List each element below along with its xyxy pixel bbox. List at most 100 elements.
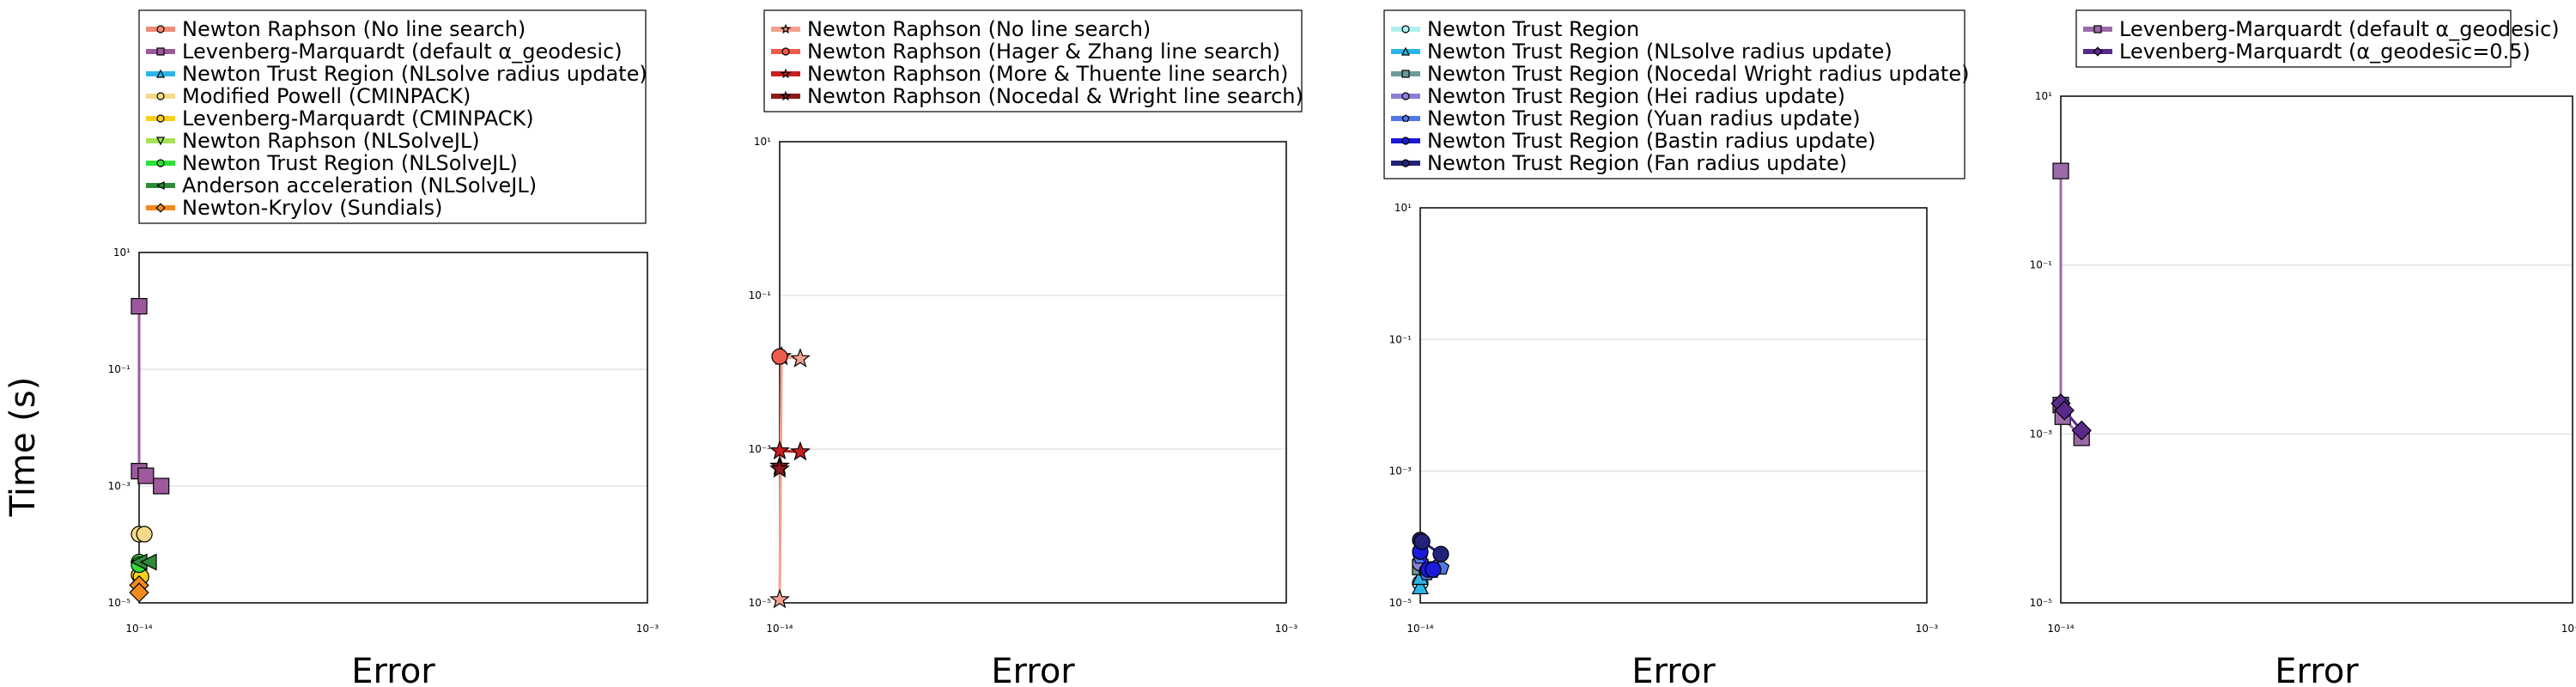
panel-2: 10⁻⁵ 10⁻³ 10⁻¹ 10¹ 10⁻¹⁴ 10⁻³ Error Newton Raph… [749, 9, 1303, 687]
legend-box [763, 9, 1303, 112]
legend-box [2075, 9, 2512, 68]
legend-marker [156, 25, 165, 33]
x-tick-label: 10⁻³ [1275, 623, 1298, 635]
data-point [136, 526, 153, 543]
series-line [137, 306, 162, 488]
y-tick-label: 10⁻⁵ [1389, 597, 1413, 609]
legend-label: Anderson acceleration (NLSolveJL) [182, 173, 537, 198]
x-tick-label: 10⁻³ [636, 623, 659, 635]
legend-label: Newton Trust Region (Yuan radius update) [1427, 106, 1861, 131]
plot-area [138, 252, 648, 604]
legend-box [1383, 9, 1965, 179]
data-point [1413, 533, 1431, 550]
legend-box [138, 9, 647, 224]
legend-marker [1401, 159, 1410, 167]
data-point [771, 348, 788, 365]
data-point [790, 348, 811, 368]
legend-label: Newton Trust Region (Hei radius update) [1427, 84, 1845, 108]
data-point [153, 477, 170, 495]
series-2 [771, 348, 788, 365]
series-4 [131, 526, 153, 543]
y-tick-label: 10⁻⁵ [749, 597, 772, 609]
legend-marker [156, 137, 165, 146]
legend-label: Levenberg-Marquardt (default α_geodesic) [182, 40, 623, 64]
data-point [2071, 420, 2092, 441]
plot-area [2060, 95, 2573, 604]
legend-label: Newton Trust Region (NLsolve radius upda… [1427, 40, 1893, 64]
legend-label: Levenberg-Marquardt (α_geodesic=0.5) [2119, 40, 2530, 64]
series-3 [769, 440, 811, 461]
x-tick-label: 10⁻¹⁴ [1406, 623, 1433, 635]
legend-marker [156, 92, 165, 100]
legend-marker [1401, 70, 1410, 78]
legend-label: Newton Raphson (Nocedal & Wright line se… [807, 84, 1303, 108]
y-axis-label: Time (s) [3, 377, 43, 518]
y-tick-label: 10¹ [1394, 202, 1412, 214]
x-tick-label: 10⁻¹⁴ [125, 623, 152, 635]
series-8 [130, 553, 157, 571]
y-tick-label: 10¹ [754, 136, 771, 148]
legend-label: Modified Powell (CMINPACK) [182, 84, 471, 108]
legend-marker [1401, 25, 1410, 33]
y-tick-label: 10¹ [113, 246, 131, 258]
panel-3: 10⁻⁵ 10⁻³ 10⁻¹ 10¹ 10⁻¹⁴ 10⁻³ Error Newton Trus… [1383, 9, 1969, 687]
x-tick-label: 10⁻¹⁴ [766, 623, 793, 635]
y-tick-label: 10⁻¹ [2030, 259, 2053, 271]
x-tick-label: 10⁻¹⁴ [2047, 623, 2074, 635]
y-tick-label: 10⁻⁵ [108, 597, 131, 609]
y-tick-label: 10⁻³ [1389, 465, 1413, 477]
legend-label: Newton Raphson (No line search) [807, 17, 1151, 41]
legend-marker [156, 47, 165, 56]
legend-marker [780, 23, 792, 34]
legend-label: Newton Trust Region [1427, 17, 1639, 41]
series-line [778, 355, 801, 600]
legend-marker [156, 69, 165, 78]
y-tick-label: 10⁻³ [108, 480, 131, 492]
legend-marker [155, 203, 166, 213]
legend-label: Newton Trust Region (NLsolve radius upda… [182, 62, 647, 86]
data-point [129, 582, 149, 603]
legend-marker [1401, 92, 1410, 100]
y-tick-label: 10⁻¹ [749, 289, 772, 301]
legend-label: Levenberg-Marquardt (default α_geodesic) [2119, 17, 2560, 41]
x-axis-label: Error [1631, 652, 1716, 687]
legend-marker [1401, 137, 1410, 145]
legend-marker [780, 68, 792, 79]
data-point [1432, 545, 1449, 562]
plot-area [1419, 207, 1928, 604]
series-9 [129, 575, 149, 603]
legend-marker [780, 90, 792, 101]
data-point [1425, 561, 1442, 578]
legend-label: Newton Raphson (No line search) [182, 17, 526, 41]
legend-label: Newton Trust Region (Fan radius update) [1427, 151, 1847, 175]
series-2 [131, 298, 170, 495]
legend-label: Newton Trust Region (NLSolveJL) [182, 151, 518, 175]
x-axis-label: Error [351, 652, 435, 687]
y-tick-label: 10⁻³ [749, 443, 772, 455]
y-tick-label: 10¹ [2035, 90, 2052, 102]
data-point [790, 441, 811, 461]
data-point [2052, 162, 2069, 179]
y-tick-label: 10⁻³ [2030, 428, 2053, 440]
x-tick-label: 10⁻³ [2561, 623, 2576, 635]
legend-marker [156, 114, 165, 123]
data-point [769, 458, 790, 478]
legend-marker [1401, 46, 1410, 56]
y-tick-label: 10⁻¹ [1389, 333, 1413, 345]
legend-label: Newton Trust Region (Nocedal Wright radi… [1427, 62, 1969, 86]
series-2 [1412, 568, 1429, 595]
x-axis-label: Error [2275, 652, 2359, 687]
data-point [137, 467, 155, 484]
data-point [131, 298, 148, 315]
y-tick-label: 10⁻¹ [108, 363, 131, 375]
x-tick-label: 10⁻³ [1916, 623, 1939, 635]
legend-label: Newton Raphson (Hager & Zhang line searc… [807, 40, 1280, 64]
legend-label: Levenberg-Marquardt (CMINPACK) [182, 106, 534, 131]
legend-marker [2093, 46, 2103, 57]
legend-marker [156, 159, 165, 167]
legend-marker [1401, 114, 1410, 122]
legend-marker [155, 181, 165, 190]
plot-area [779, 141, 1287, 604]
legend-label: Newton-Krylov (Sundials) [182, 196, 442, 220]
